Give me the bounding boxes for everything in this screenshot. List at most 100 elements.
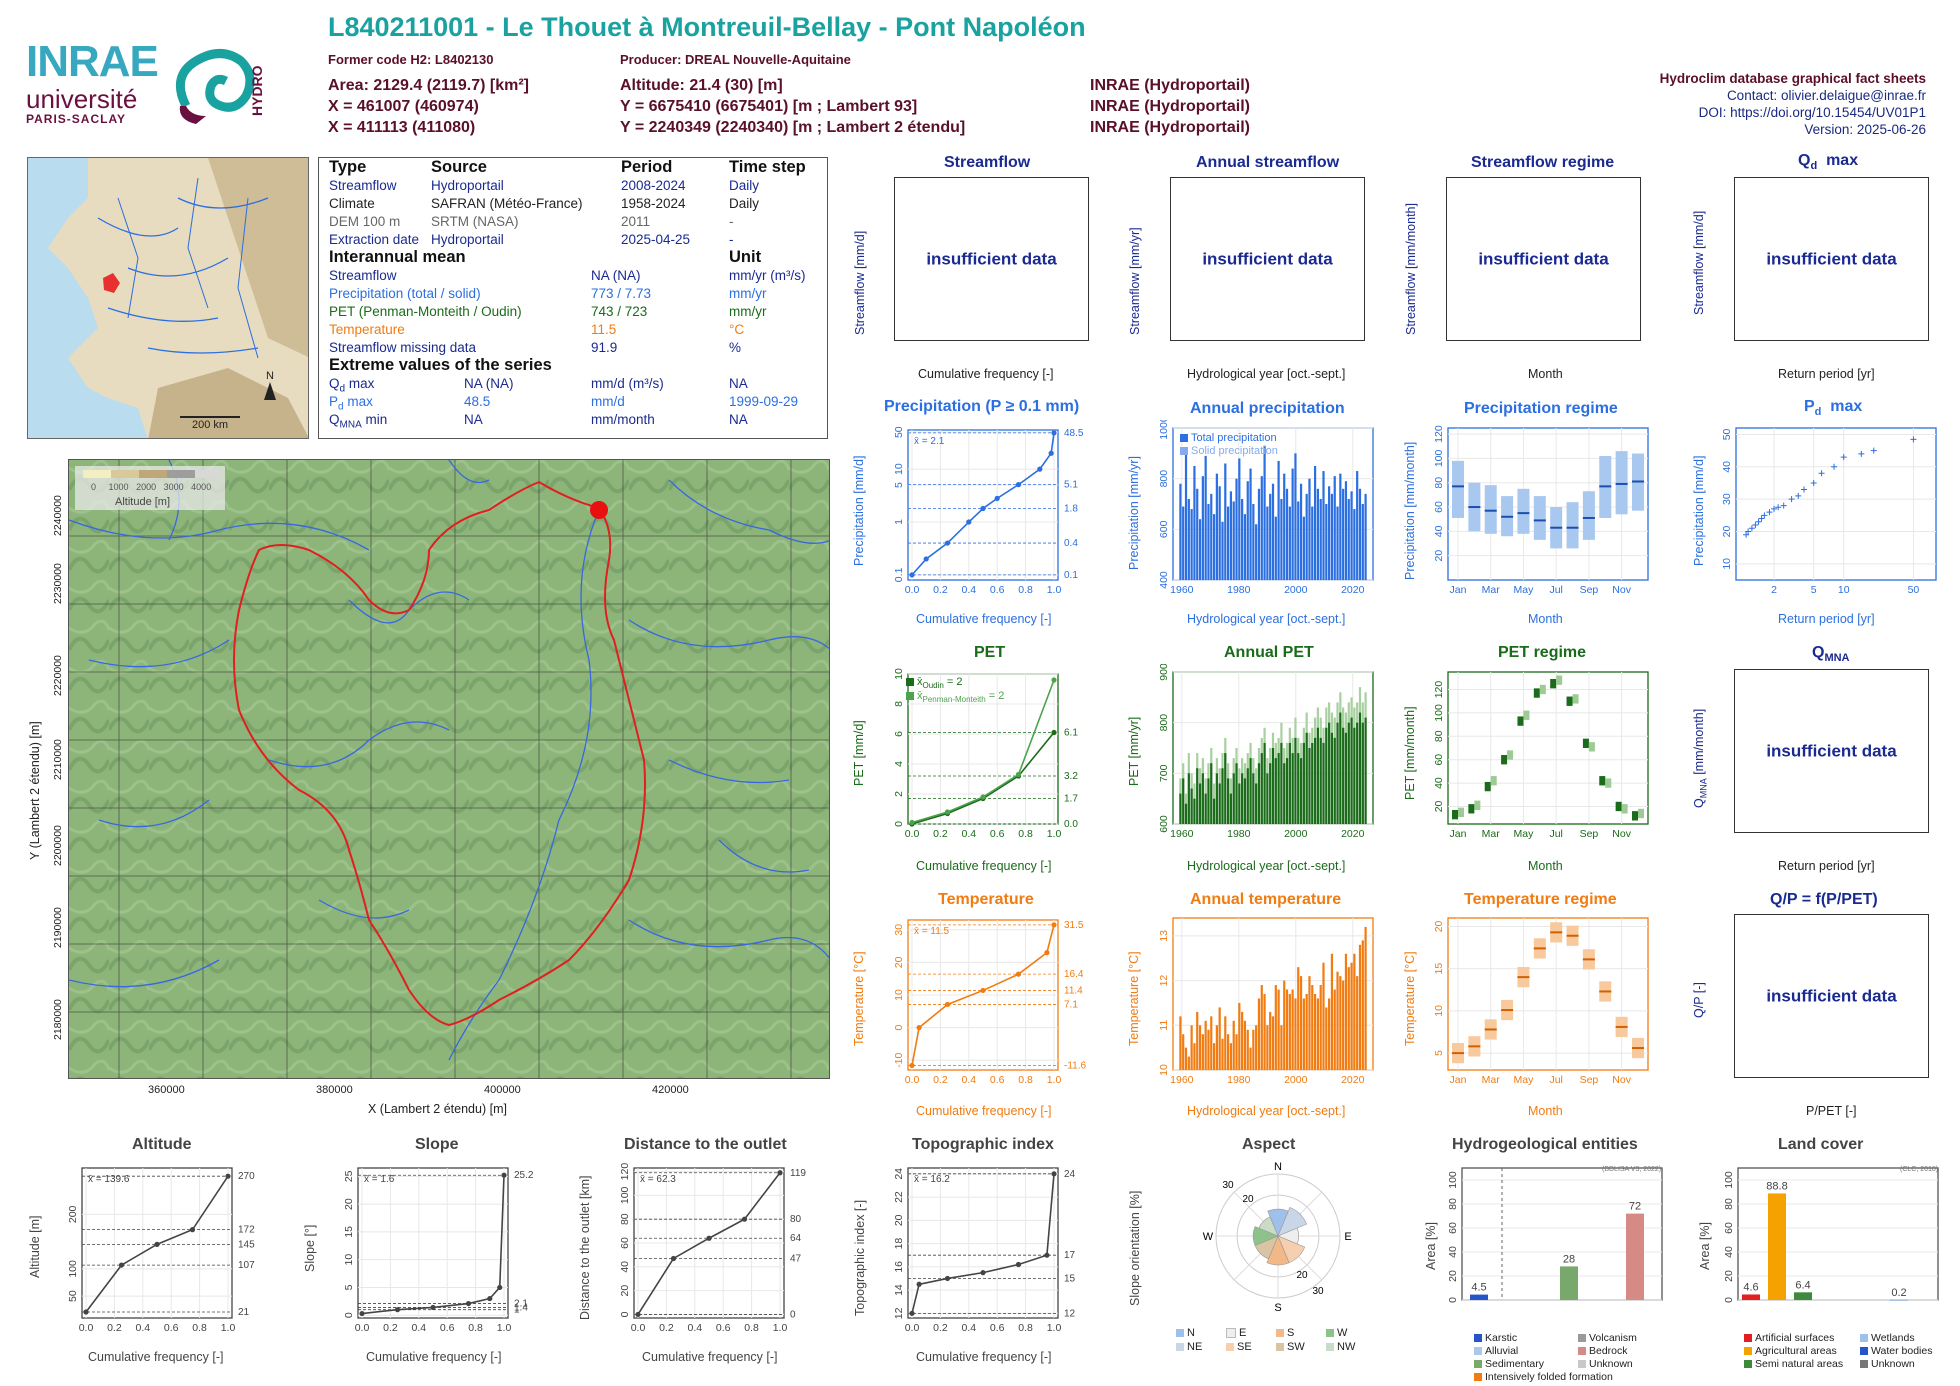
bar — [1263, 445, 1266, 580]
bar — [1305, 493, 1308, 580]
row-type: Extraction date — [329, 232, 420, 247]
data-point — [966, 519, 972, 525]
box — [1474, 800, 1481, 810]
x-tick-label: 0.8 — [1018, 1074, 1033, 1086]
db-contact[interactable]: Contact: olivier.delaigue@inrae.fr — [1726, 88, 1926, 103]
plot-frame — [907, 1167, 1059, 1319]
bar — [1207, 778, 1210, 824]
bar — [1246, 481, 1249, 580]
data-point — [1766, 509, 1773, 516]
mean-value: 743 / 723 — [591, 304, 648, 319]
station-area: Area: 2129.4 (2119.7) [km²] — [328, 77, 529, 94]
x-tick-label: 0.4 — [135, 1322, 150, 1334]
map-xtick: 400000 — [484, 1084, 521, 1096]
bar — [1350, 717, 1353, 824]
x-tick-label: 0.6 — [440, 1322, 455, 1334]
mean-value: 91.9 — [591, 340, 618, 355]
y-tick-label: 100 — [67, 1260, 79, 1278]
mean-label: x̄ = 139.6 — [88, 1174, 130, 1185]
bar — [1193, 466, 1196, 580]
extreme-date: NA — [729, 376, 748, 391]
data-point — [225, 1173, 231, 1179]
data-point — [154, 1241, 160, 1247]
row-period: 1958-2024 — [621, 196, 686, 211]
bar — [1294, 998, 1297, 1070]
qmna-ylabel: QMNA [mm/month] — [1692, 708, 1709, 808]
row-type: Climate — [329, 196, 375, 211]
annual-precip-title: Annual precipitation — [1190, 400, 1345, 417]
bar — [1184, 453, 1188, 580]
x-tick-label: 0.2 — [933, 584, 948, 596]
row-step: Daily — [729, 196, 760, 211]
qp-title: Q/P = f(P/PET) — [1770, 891, 1878, 908]
box — [1452, 460, 1464, 518]
bar — [1277, 460, 1280, 580]
mean-value: 773 / 7.73 — [591, 286, 652, 301]
source-2: INRAE (Hydroportail) — [1090, 98, 1250, 115]
bar — [1179, 1016, 1182, 1070]
distance-ylabel: Distance to the outlet [km] — [578, 1175, 592, 1320]
mean-label: x̄ = 2.1 — [914, 436, 945, 447]
legend-solid-precip: Solid precipitation — [1180, 445, 1278, 457]
row-step: - — [729, 232, 734, 247]
bar — [1305, 994, 1308, 1070]
col-period: Period — [621, 158, 673, 176]
precip-ylabel: Precipitation [mm/d] — [852, 455, 866, 566]
data-point — [1755, 518, 1762, 525]
data-point — [1801, 486, 1808, 493]
data-point — [916, 1281, 922, 1287]
bar — [1255, 524, 1258, 580]
bar — [1252, 1029, 1255, 1070]
x-tick-label: 2000 — [1284, 584, 1308, 596]
data-point — [359, 1310, 365, 1317]
annotation-label: 3.2 — [1064, 771, 1078, 782]
bar — [1271, 483, 1275, 580]
y-tick-label: 50 — [893, 426, 905, 438]
streamflow-xlabel: Cumulative frequency [-] — [918, 367, 1054, 381]
map-ytick: 2200000 — [52, 825, 64, 866]
box — [1615, 451, 1628, 515]
station-x93: X = 461007 (460974) — [328, 98, 479, 115]
data-point — [430, 1304, 436, 1311]
y-tick-label: 80 — [1433, 730, 1445, 742]
x-tick-label: 0.0 — [631, 1322, 646, 1334]
y-tick-label: 60 — [619, 1237, 631, 1249]
bar — [1198, 783, 1202, 824]
bar — [1252, 773, 1255, 824]
x-tick-label: 2 — [1771, 584, 1777, 596]
altitude-legend-label: Altitude [m] — [115, 496, 171, 508]
y-tick-label: 900 — [1158, 664, 1170, 681]
x-tick-label: Jan — [1450, 584, 1467, 596]
map-ytick: 2180000 — [52, 999, 64, 1040]
mean-name: Streamflow missing data — [329, 340, 477, 355]
legend-oudin: x̄Oudin = 2 — [906, 676, 963, 690]
annual-temp-xlabel: Hydrological year [oct.-sept.] — [1187, 1104, 1346, 1118]
x-tick-label: Sep — [1580, 1074, 1599, 1086]
db-doi[interactable]: DOI: https://doi.org/10.15454/UV01P1 — [1698, 105, 1926, 120]
annual-precip-ylabel: Precipitation [mm/yr] — [1127, 456, 1141, 570]
bar — [1257, 998, 1261, 1070]
bar-value-label: 4.6 — [1743, 1281, 1758, 1293]
bar — [1238, 1002, 1241, 1070]
bar — [1249, 1047, 1252, 1070]
annotation-label: 80 — [790, 1214, 802, 1225]
annotation-label: 1.4 — [514, 1302, 528, 1313]
qmna-panel: insufficient data — [1734, 669, 1929, 833]
x-tick-label: 2000 — [1284, 828, 1308, 840]
bar — [1890, 1299, 1908, 1301]
bar — [1215, 1025, 1218, 1070]
bar — [1255, 783, 1258, 824]
box — [1582, 491, 1595, 540]
aspect-chart: N E S W 20 30 20 30 — [1203, 1161, 1352, 1314]
bar — [1243, 1020, 1247, 1070]
bar — [1333, 989, 1336, 1070]
pet-regime-ylabel: PET [mm/month] — [1403, 706, 1417, 800]
bar-value-label: 72 — [1629, 1201, 1641, 1213]
x-tick-label: 0.0 — [905, 1074, 920, 1086]
y-tick-label: 40 — [1433, 777, 1445, 789]
y-tick-label: 600 — [1158, 520, 1170, 538]
bar — [1294, 453, 1297, 580]
y-tick-label: 11 — [1158, 1020, 1170, 1031]
annotation-label: 5.1 — [1064, 480, 1078, 491]
